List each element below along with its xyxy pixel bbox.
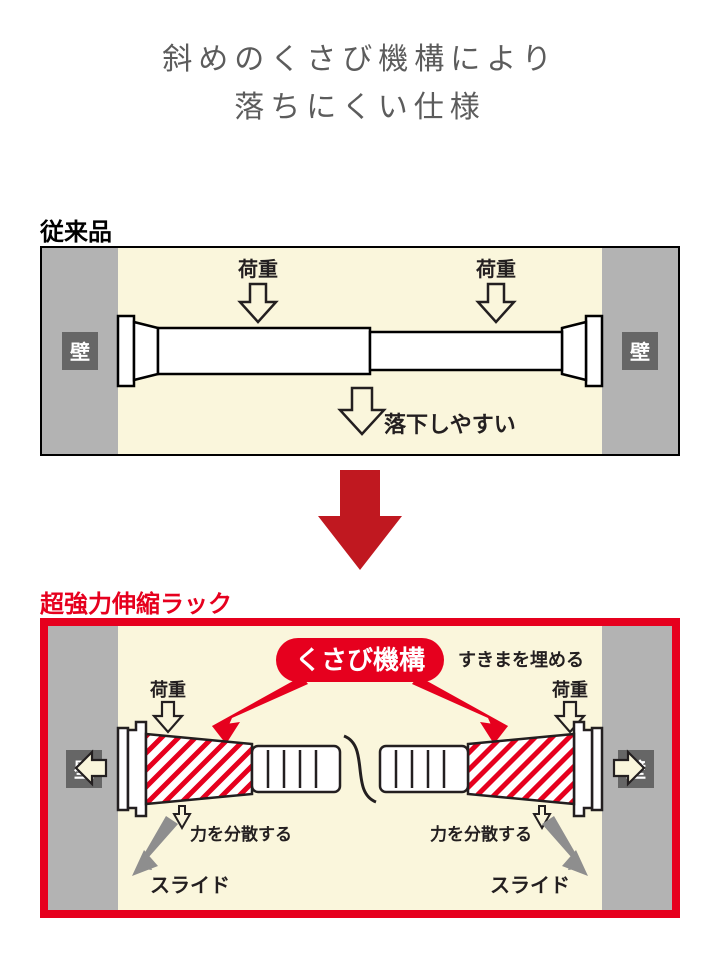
panel1-title: 従来品 <box>40 212 112 247</box>
load-left-label: 荷重 <box>238 257 278 281</box>
svg-text:力を分散する: 力を分散する <box>190 824 292 844</box>
wedge-bubble: くさび機構 <box>276 638 444 682</box>
slide-right-label: スライド <box>490 875 570 897</box>
heading-line2: 落ちにくい仕様 <box>0 84 720 132</box>
panel2-diagram: 壁 壁 くさび機構 すきまを埋める 荷重 荷重 <box>40 618 680 918</box>
svg-text:荷重: 荷重 <box>150 679 186 700</box>
wall-right-label: 壁 <box>630 340 650 364</box>
svg-text:くさび機構: くさび機構 <box>295 645 425 675</box>
slide-left-label: スライド <box>150 875 230 897</box>
wall-left-label: 壁 <box>70 340 90 364</box>
between-arrow-icon <box>310 470 410 570</box>
svg-text:荷重: 荷重 <box>552 679 588 700</box>
load-right-label: 荷重 <box>476 257 516 281</box>
panel1-diagram: 壁 壁 荷重 荷重 落下しやすい <box>40 246 680 456</box>
page-heading: 斜めのくさび機構により 落ちにくい仕様 <box>0 0 720 132</box>
panel2-title: 超強力伸縮ラック <box>40 584 232 619</box>
gap-label: すきまを埋める <box>458 650 584 670</box>
heading-line1: 斜めのくさび機構により <box>0 36 720 84</box>
fall-label: 落下しやすい <box>384 412 516 437</box>
svg-text:力を分散する: 力を分散する <box>430 824 532 844</box>
